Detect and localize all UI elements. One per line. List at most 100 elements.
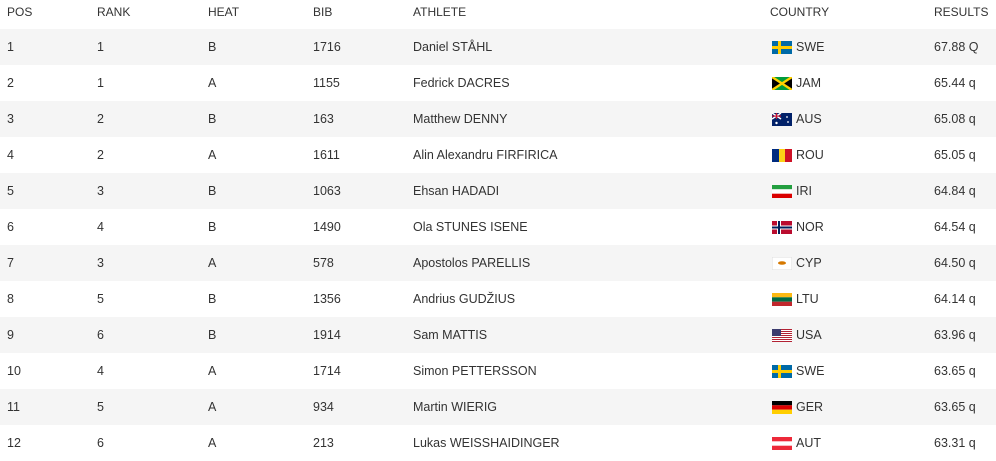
- table-row: 6 4 B 1490 Ola STUNES ISENE NOR 64.54 q: [0, 209, 996, 245]
- pos-cell: 6: [7, 220, 14, 234]
- heat-cell: A: [208, 364, 217, 378]
- table-row: 10 4 A 1714 Simon PETTERSSON SWE 63.65 q: [0, 353, 996, 389]
- athlete-cell: Ehsan HADADI: [413, 184, 500, 198]
- rank-cell: 3: [97, 184, 104, 198]
- rank-cell: 5: [97, 292, 104, 306]
- table-row: 7 3 A 578 Apostolos PARELLIS CYP 64.50 q: [0, 245, 996, 281]
- country-cell: SWE: [796, 364, 825, 378]
- heat-cell: A: [208, 148, 217, 162]
- result-cell: 65.05 q: [934, 148, 976, 162]
- table-row: 9 6 B 1914 Sam MATTIS USA 63.96 q: [0, 317, 996, 353]
- table-row: 11 5 A 934 Martin WIERIG GER 63.65 q: [0, 389, 996, 425]
- country-cell: IRI: [796, 184, 812, 198]
- athlete-cell: Simon PETTERSSON: [413, 364, 537, 378]
- athlete-cell: Fedrick DACRES: [413, 76, 510, 90]
- pos-cell: 3: [7, 112, 14, 126]
- country-cell: NOR: [796, 220, 824, 234]
- result-cell: 64.50 q: [934, 256, 976, 270]
- flag-icon: [772, 77, 792, 90]
- bib-cell: 1716: [313, 40, 341, 54]
- heat-cell: A: [208, 76, 217, 90]
- table-row: 2 1 A 1155 Fedrick DACRES JAM 65.44 q: [0, 65, 996, 101]
- table-row: 5 3 B 1063 Ehsan HADADI IRI 64.84 q: [0, 173, 996, 209]
- flag-icon: [772, 257, 792, 270]
- flag-icon: [772, 365, 792, 378]
- athlete-cell: Matthew DENNY: [413, 112, 508, 126]
- country-cell: CYP: [796, 256, 822, 270]
- result-cell: 64.84 q: [934, 184, 976, 198]
- athlete-cell: Lukas WEISSHAIDINGER: [413, 436, 560, 450]
- rank-cell: 4: [97, 220, 104, 234]
- bib-cell: 1714: [313, 364, 341, 378]
- heat-cell: A: [208, 436, 217, 450]
- pos-cell: 4: [7, 148, 14, 162]
- flag-icon: [772, 185, 792, 198]
- athlete-cell: Ola STUNES ISENE: [413, 220, 528, 234]
- table-row: 3 2 B 163 Matthew DENNY AUS 65.08 q: [0, 101, 996, 137]
- pos-cell: 7: [7, 256, 14, 270]
- column-header: HEAT: [208, 5, 240, 19]
- bib-cell: 1155: [313, 76, 340, 90]
- athlete-cell: Alin Alexandru FIRFIRICA: [413, 148, 558, 162]
- athlete-cell: Andrius GUDŽIUS: [413, 292, 516, 306]
- result-cell: 65.44 q: [934, 76, 976, 90]
- pos-cell: 8: [7, 292, 14, 306]
- result-cell: 63.96 q: [934, 328, 976, 342]
- column-header: POS: [7, 5, 33, 19]
- athlete-cell: Sam MATTIS: [413, 328, 488, 342]
- result-cell: 67.88 Q: [934, 40, 979, 54]
- bib-cell: 934: [313, 400, 334, 414]
- heat-cell: A: [208, 256, 217, 270]
- rank-cell: 6: [97, 436, 104, 450]
- pos-cell: 10: [7, 364, 21, 378]
- bib-cell: 1611: [313, 148, 340, 162]
- flag-icon: [772, 293, 792, 306]
- bib-cell: 213: [313, 436, 334, 450]
- country-cell: LTU: [796, 292, 819, 306]
- athlete-cell: Daniel STÅHL: [413, 40, 493, 54]
- rank-cell: 2: [97, 112, 104, 126]
- heat-cell: B: [208, 220, 217, 234]
- result-cell: 64.54 q: [934, 220, 976, 234]
- heat-cell: B: [208, 328, 217, 342]
- result-cell: 64.14 q: [934, 292, 976, 306]
- bib-cell: 578: [313, 256, 334, 270]
- flag-icon: [772, 41, 792, 54]
- pos-cell: 5: [7, 184, 14, 198]
- country-cell: USA: [796, 328, 822, 342]
- header-row: POS RANK HEAT BIB ATHLETE COUNTRY RESULTS: [0, 0, 996, 29]
- heat-cell: B: [208, 292, 217, 306]
- bib-cell: 1490: [313, 220, 341, 234]
- pos-cell: 9: [7, 328, 14, 342]
- heat-cell: B: [208, 40, 217, 54]
- result-cell: 63.31 q: [934, 436, 976, 450]
- flag-icon: [772, 329, 792, 342]
- heat-cell: B: [208, 184, 217, 198]
- table-row: 12 6 A 213 Lukas WEISSHAIDINGER AUT 63.31 q: [0, 425, 996, 461]
- flag-icon: [772, 401, 792, 414]
- bib-cell: 1356: [313, 292, 341, 306]
- flag-icon: [772, 437, 792, 450]
- athlete-cell: Martin WIERIG: [413, 400, 498, 414]
- flag-icon: [772, 221, 792, 234]
- country-cell: AUT: [796, 436, 821, 450]
- table-row: 8 5 B 1356 Andrius GUDŽIUS LTU 64.14 q: [0, 281, 996, 317]
- heat-cell: B: [208, 112, 217, 126]
- country-cell: SWE: [796, 40, 825, 54]
- result-cell: 65.08 q: [934, 112, 976, 126]
- flag-icon: [772, 149, 792, 162]
- column-header: COUNTRY: [770, 5, 830, 19]
- rank-cell: 5: [97, 400, 104, 414]
- country-cell: GER: [796, 400, 824, 414]
- rank-cell: 1: [97, 40, 104, 54]
- country-cell: ROU: [796, 148, 824, 162]
- pos-cell: 2: [7, 76, 14, 90]
- column-header: RANK: [97, 5, 131, 19]
- pos-cell: 1: [7, 40, 14, 54]
- pos-cell: 11: [7, 400, 20, 414]
- column-header: RESULTS: [934, 5, 989, 19]
- country-cell: AUS: [796, 112, 822, 126]
- result-cell: 63.65 q: [934, 400, 976, 414]
- rank-cell: 2: [97, 148, 104, 162]
